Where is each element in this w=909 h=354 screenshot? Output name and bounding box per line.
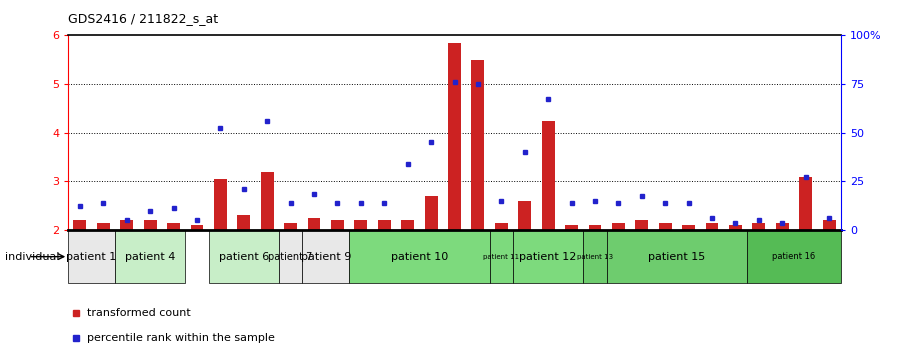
Bar — [191, 225, 204, 230]
Bar — [303, 230, 349, 283]
Bar — [349, 230, 490, 283]
Bar — [261, 172, 274, 230]
Bar — [237, 216, 250, 230]
Bar — [823, 220, 835, 230]
Bar — [513, 230, 584, 283]
Text: patient 10: patient 10 — [391, 252, 448, 262]
Bar — [747, 230, 841, 283]
Text: patient 7: patient 7 — [268, 252, 313, 262]
Bar — [209, 230, 279, 283]
Bar — [705, 223, 718, 230]
Text: percentile rank within the sample: percentile rank within the sample — [87, 333, 275, 343]
Text: patient 13: patient 13 — [577, 254, 613, 259]
Bar — [425, 196, 437, 230]
Bar — [606, 230, 747, 283]
Bar — [659, 223, 672, 230]
Bar — [448, 43, 461, 230]
Text: patient 1: patient 1 — [66, 252, 116, 262]
Bar — [490, 230, 513, 283]
Bar — [355, 220, 367, 230]
Text: patient 16: patient 16 — [773, 252, 815, 261]
Text: patient 6: patient 6 — [219, 252, 269, 262]
Bar — [729, 225, 742, 230]
Bar — [331, 220, 344, 230]
Text: patient 12: patient 12 — [519, 252, 577, 262]
Bar — [472, 60, 484, 230]
Bar — [612, 223, 624, 230]
Bar — [68, 230, 115, 283]
Text: patient 4: patient 4 — [125, 252, 175, 262]
Bar — [307, 218, 321, 230]
Bar — [401, 220, 415, 230]
Bar — [588, 225, 602, 230]
Bar — [120, 220, 133, 230]
Bar — [167, 223, 180, 230]
Text: patient 11: patient 11 — [484, 254, 519, 259]
Bar — [74, 220, 86, 230]
Text: GDS2416 / 211822_s_at: GDS2416 / 211822_s_at — [68, 12, 218, 25]
Bar — [144, 220, 156, 230]
Bar — [518, 201, 531, 230]
Bar — [494, 223, 508, 230]
Bar — [682, 225, 695, 230]
Text: transformed count: transformed count — [87, 308, 191, 318]
Text: individual: individual — [5, 252, 59, 262]
Bar — [115, 230, 185, 283]
Bar — [635, 220, 648, 230]
Text: patient 15: patient 15 — [648, 252, 705, 262]
Bar — [799, 177, 812, 230]
Bar — [378, 220, 391, 230]
Bar — [279, 230, 303, 283]
Bar — [542, 121, 554, 230]
Bar — [776, 223, 789, 230]
Bar — [753, 223, 765, 230]
Bar — [584, 230, 606, 283]
Text: patient 9: patient 9 — [301, 252, 351, 262]
Bar — [565, 225, 578, 230]
Bar — [285, 223, 297, 230]
Bar — [97, 223, 110, 230]
Bar — [214, 179, 227, 230]
